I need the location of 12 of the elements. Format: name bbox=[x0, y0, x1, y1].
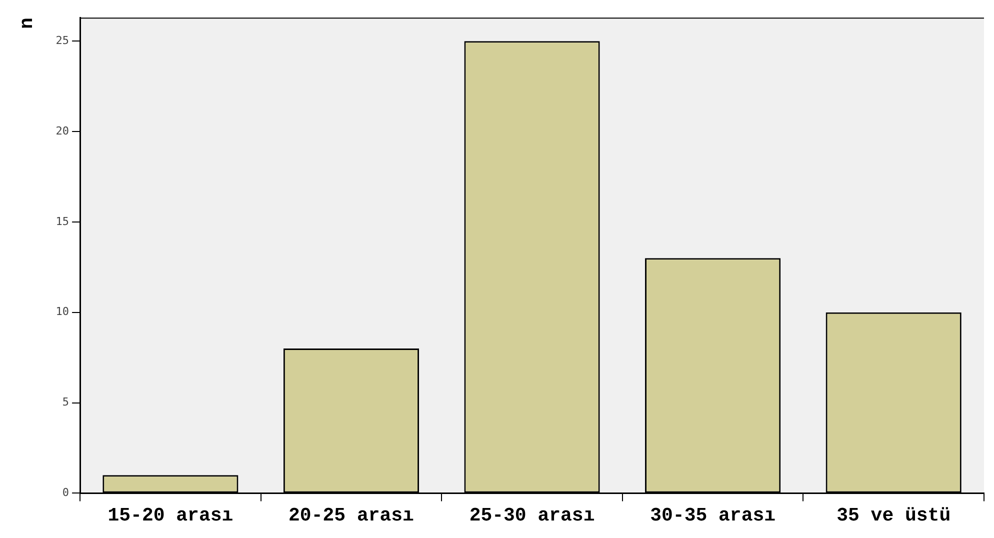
y-tick-label: 25 bbox=[56, 34, 70, 47]
x-tick-label: 30-35 arası bbox=[650, 504, 776, 526]
x-tick-label: 15-20 arası bbox=[108, 504, 234, 526]
x-tick-label: 35 ve üstü bbox=[836, 504, 951, 526]
y-tick-label: 10 bbox=[56, 305, 70, 318]
y-tick-label: 20 bbox=[56, 124, 70, 138]
x-tick-label: 25-30 arası bbox=[469, 504, 595, 526]
x-tick-label: 20-25 arası bbox=[288, 504, 414, 526]
y-axis-title: n bbox=[16, 18, 38, 30]
y-tick-label: 5 bbox=[62, 396, 70, 409]
y-tick-label: 0 bbox=[62, 486, 70, 500]
y-tick-label: 15 bbox=[56, 214, 70, 228]
